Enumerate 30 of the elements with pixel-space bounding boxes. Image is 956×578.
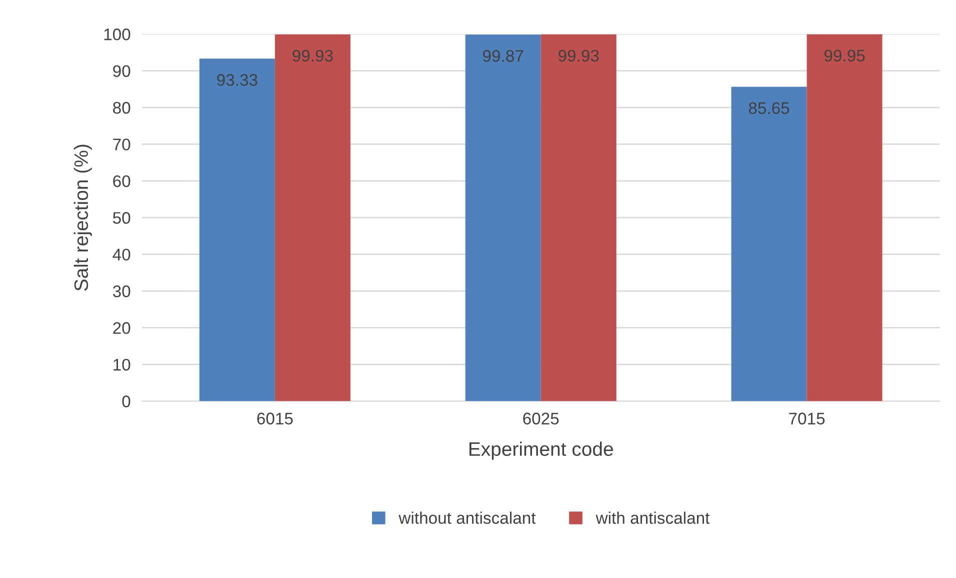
bar	[199, 58, 275, 402]
bar	[274, 34, 350, 402]
y-tick-label: 100	[104, 28, 130, 40]
y-tick-label: 30	[112, 285, 130, 298]
y-tick-label: 10	[114, 358, 130, 371]
data-label: 99.93	[558, 50, 599, 62]
legend-label: with antiscalant	[596, 512, 710, 524]
y-tick-label: 40	[112, 248, 130, 261]
data-label: 93.33	[217, 74, 258, 86]
y-tick-label: 50	[112, 212, 130, 224]
bar	[465, 34, 541, 402]
x-tick-label: 6015	[257, 412, 293, 424]
data-label: 99.93	[292, 50, 333, 62]
x-tick-label: 6025	[523, 412, 559, 424]
y-tick-label: 70	[113, 138, 130, 150]
data-label: 99.95	[824, 50, 865, 62]
y-tick-label: 90	[113, 65, 130, 78]
y-axis-title: Salt rejection (%)	[74, 144, 92, 291]
data-label: 99.87	[483, 50, 524, 62]
y-tick-label: 60	[113, 175, 130, 188]
data-label: 85.65	[748, 102, 790, 114]
y-tick-label: 0	[122, 396, 130, 408]
y-tick-label: 20	[113, 322, 130, 334]
x-tick-label: 7015	[789, 412, 825, 424]
bar	[540, 34, 616, 402]
bar	[806, 34, 882, 402]
legend-label: without antiscalant	[398, 512, 536, 524]
y-tick-label: 80	[113, 102, 130, 114]
bar	[731, 86, 807, 402]
x-axis-title: Experiment code	[470, 442, 613, 460]
